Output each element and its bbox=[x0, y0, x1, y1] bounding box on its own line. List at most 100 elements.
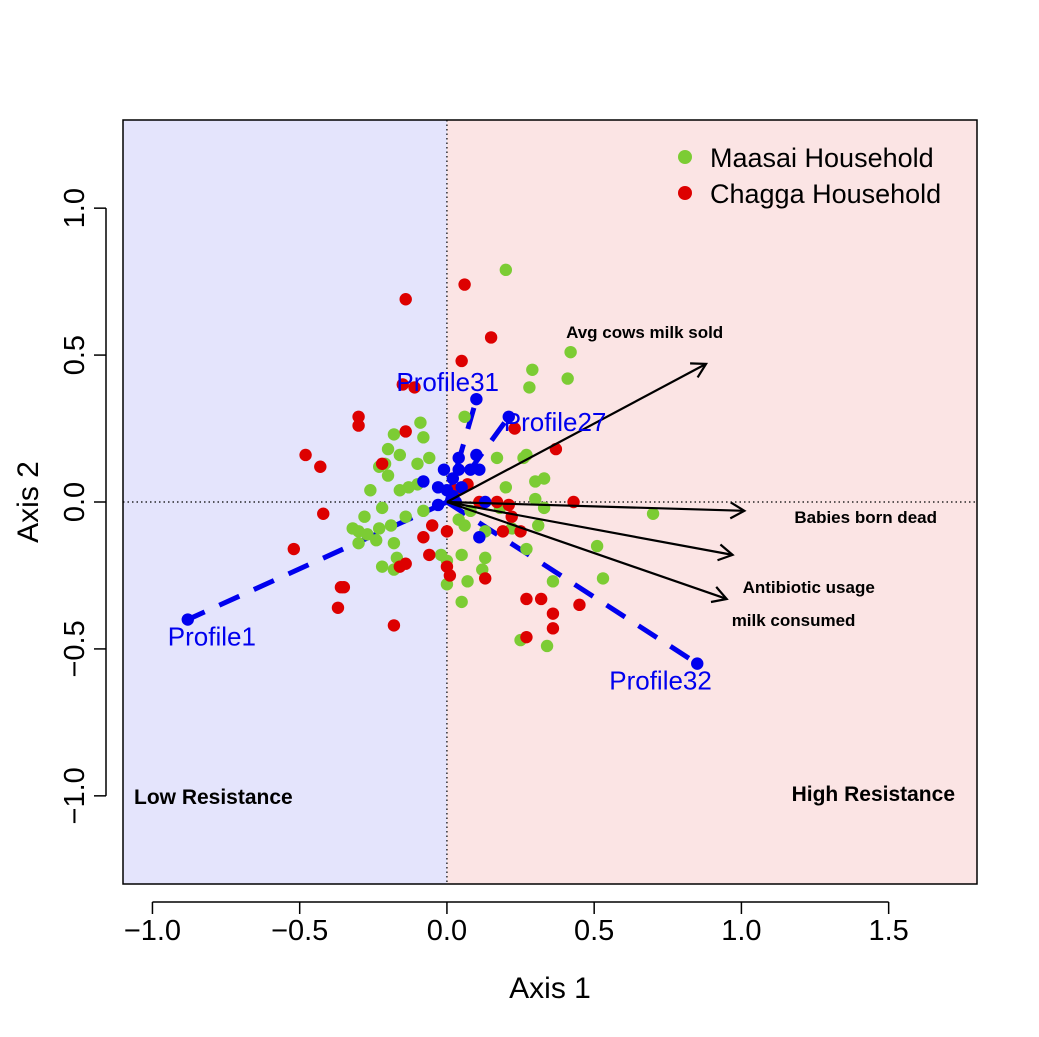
region-label-high: High Resistance bbox=[792, 783, 955, 806]
maasai-point bbox=[358, 510, 371, 523]
maasai-point bbox=[411, 457, 424, 470]
legend: Maasai Household Chagga Household bbox=[678, 143, 941, 209]
maasai-point bbox=[375, 560, 389, 573]
chagga-point bbox=[490, 495, 504, 509]
x-tick-label: −1.0 bbox=[124, 915, 181, 947]
chagga-point bbox=[546, 607, 560, 620]
chagga-point bbox=[508, 422, 521, 435]
legend-label-chagga: Chagga Household bbox=[710, 179, 941, 209]
reference-lines bbox=[123, 120, 977, 884]
maasai-point bbox=[526, 363, 539, 376]
chagga-point bbox=[502, 498, 515, 512]
chagga-point bbox=[352, 419, 365, 432]
chagga-point bbox=[399, 425, 412, 438]
maasai-point bbox=[564, 345, 577, 359]
vector-label: Avg cows milk sold bbox=[566, 323, 723, 342]
maasai-point bbox=[499, 263, 513, 277]
data-points bbox=[181, 263, 704, 670]
maasai-point bbox=[381, 469, 395, 482]
chagga-point bbox=[393, 560, 407, 573]
profile-point bbox=[479, 495, 492, 509]
chagga-point bbox=[484, 331, 498, 344]
legend-marker-chagga bbox=[678, 186, 692, 200]
maasai-point bbox=[529, 475, 542, 488]
chagga-point bbox=[458, 278, 471, 291]
maasai-point bbox=[387, 428, 401, 441]
chagga-point bbox=[399, 293, 412, 306]
maasai-point bbox=[387, 536, 401, 550]
chagga-point bbox=[546, 622, 560, 635]
chagga-point bbox=[287, 542, 300, 556]
maasai-point bbox=[458, 410, 471, 423]
maasai-point bbox=[529, 492, 542, 506]
profile-point bbox=[502, 410, 515, 423]
profile-point bbox=[455, 481, 468, 494]
vector-arrow-line bbox=[446, 500, 733, 556]
region-background bbox=[123, 120, 447, 884]
y-tick-label: −0.5 bbox=[59, 620, 91, 677]
x-tick-label: 0.5 bbox=[574, 915, 614, 947]
x-axis-title: Axis 1 bbox=[509, 972, 591, 1005]
maasai-point bbox=[540, 639, 554, 653]
chagga-point bbox=[443, 569, 457, 582]
x-tick-label: 0.0 bbox=[427, 915, 467, 947]
profile-label: Profile31 bbox=[396, 367, 499, 397]
profile-point bbox=[452, 463, 465, 476]
profile-point bbox=[431, 498, 445, 512]
profile-label: Profile27 bbox=[504, 407, 607, 437]
vector-arrow-line bbox=[446, 500, 728, 601]
y-tick-label: −1.0 bbox=[59, 767, 91, 824]
chagga-point bbox=[334, 581, 348, 594]
profile-point bbox=[473, 463, 486, 476]
chagga-point bbox=[479, 572, 492, 585]
vector-arrow-head bbox=[717, 543, 735, 562]
chagga-point bbox=[387, 619, 401, 632]
maasai-point bbox=[537, 501, 551, 515]
maasai-point bbox=[370, 534, 383, 547]
chagga-point bbox=[317, 507, 330, 520]
maasai-point bbox=[417, 431, 430, 444]
legend-marker-maasai bbox=[678, 150, 692, 164]
vector-label: milk consumed bbox=[732, 611, 856, 630]
loading-vectors bbox=[446, 362, 747, 604]
maasai-point bbox=[423, 451, 436, 465]
maasai-point bbox=[479, 551, 492, 565]
maasai-point bbox=[364, 484, 377, 497]
maasai-point bbox=[455, 595, 468, 609]
maasai-point bbox=[517, 451, 530, 465]
maasai-point bbox=[590, 539, 604, 553]
chart-labels: Avg cows milk sold Babies born dead Antibi… bbox=[134, 323, 955, 809]
profile-point bbox=[464, 463, 477, 476]
chagga-point bbox=[299, 448, 312, 462]
plot-frame bbox=[122, 119, 978, 885]
chagga-point bbox=[520, 630, 533, 644]
y-axis-title: Axis 2 bbox=[12, 461, 45, 543]
maasai-point bbox=[361, 528, 374, 541]
chagga-point bbox=[426, 519, 439, 532]
profile-point bbox=[446, 472, 460, 485]
chagga-point bbox=[408, 381, 421, 394]
chagga-point bbox=[375, 457, 389, 470]
y-tick-label: 1.0 bbox=[59, 188, 91, 228]
profile-point bbox=[470, 392, 483, 406]
maasai-point bbox=[384, 519, 398, 532]
legend-label-maasai: Maasai Household bbox=[710, 143, 934, 173]
chagga-point bbox=[455, 354, 468, 368]
y-tick-label: 0.5 bbox=[59, 335, 91, 375]
vector-label: Babies born dead bbox=[794, 508, 937, 527]
vector-arrow-head bbox=[710, 586, 729, 604]
vector-arrow-line bbox=[446, 500, 745, 512]
profile-label: Profile32 bbox=[609, 666, 712, 696]
axes: −1.0 −0.5 0.0 0.5 1.0 1.5 −1.0 −0.5 0.0 0.5 1.0 Axi… bbox=[12, 188, 909, 1005]
chagga-point bbox=[314, 460, 327, 473]
maasai-point bbox=[455, 548, 468, 562]
profile-point bbox=[417, 475, 430, 488]
vector-arrow-head bbox=[729, 501, 747, 520]
vector-arrow-line bbox=[446, 362, 707, 503]
maasai-point bbox=[414, 416, 427, 429]
profile-point bbox=[473, 531, 486, 544]
profile-point bbox=[181, 613, 194, 626]
profile-point bbox=[691, 657, 704, 670]
profile-point bbox=[437, 463, 451, 476]
profile-dashed-line bbox=[444, 398, 479, 503]
